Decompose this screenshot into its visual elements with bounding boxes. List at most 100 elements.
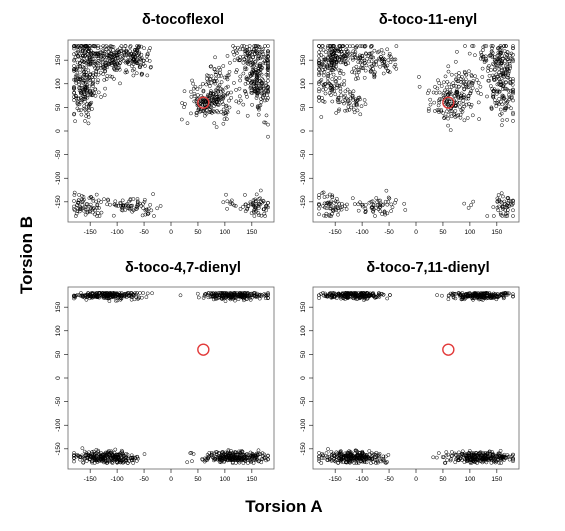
y-tick-label: 0 — [55, 129, 62, 133]
data-point — [72, 87, 76, 91]
data-point — [82, 70, 86, 74]
data-point — [204, 457, 209, 462]
data-point — [266, 291, 270, 295]
data-point — [460, 109, 465, 114]
data-point — [116, 452, 121, 457]
data-point — [457, 450, 461, 455]
data-point — [243, 51, 248, 56]
data-point — [229, 95, 234, 100]
data-point — [88, 55, 92, 60]
data-point — [462, 87, 467, 92]
data-point — [345, 202, 349, 207]
data-point — [261, 86, 266, 91]
data-point — [99, 95, 103, 99]
data-point — [341, 60, 346, 65]
data-point — [125, 461, 130, 465]
data-point — [128, 45, 132, 49]
data-point — [356, 202, 361, 207]
data-point — [489, 68, 493, 72]
data-point — [103, 293, 108, 298]
data-point — [470, 113, 475, 118]
data-point — [325, 458, 330, 462]
data-point — [485, 214, 490, 218]
data-point — [344, 295, 349, 300]
data-point — [90, 460, 94, 465]
data-point — [507, 454, 512, 459]
data-point — [191, 452, 196, 456]
data-point — [134, 459, 139, 463]
data-point — [252, 204, 256, 208]
data-point — [105, 202, 109, 207]
data-point — [334, 85, 339, 90]
data-point — [363, 210, 368, 214]
data-point — [206, 456, 211, 461]
data-point — [207, 110, 212, 114]
data-point — [381, 51, 386, 56]
data-point — [219, 89, 223, 94]
data-point — [334, 458, 338, 462]
data-point — [256, 112, 261, 117]
data-point — [80, 446, 85, 451]
data-point — [256, 74, 261, 78]
data-point — [214, 100, 219, 104]
data-point — [207, 96, 212, 100]
data-point — [492, 55, 497, 59]
data-point — [93, 87, 97, 92]
data-point — [502, 44, 507, 48]
data-point — [228, 297, 233, 302]
data-point — [490, 55, 495, 60]
data-point — [336, 208, 341, 213]
data-point — [85, 210, 90, 215]
x-tick-label: -150 — [329, 476, 342, 483]
data-point — [219, 110, 224, 114]
data-point — [498, 51, 503, 55]
data-point — [223, 450, 228, 455]
reference-point-marker — [197, 96, 210, 109]
data-point — [363, 206, 368, 211]
data-point — [102, 197, 106, 202]
data-point — [238, 78, 242, 83]
data-point — [111, 45, 116, 49]
data-point — [511, 214, 515, 218]
data-point — [482, 44, 487, 48]
data-point — [214, 297, 218, 301]
data-point — [74, 80, 79, 85]
data-point — [224, 112, 228, 117]
data-point — [495, 64, 500, 68]
data-point — [511, 59, 515, 64]
data-point — [453, 103, 458, 108]
data-point — [503, 291, 508, 296]
data-point — [498, 73, 502, 77]
data-point — [114, 203, 118, 208]
data-point — [141, 58, 146, 63]
data-point — [112, 66, 116, 71]
data-point — [260, 77, 264, 81]
data-point — [96, 52, 100, 57]
data-point — [441, 111, 446, 115]
data-point — [494, 59, 498, 64]
data-point — [492, 62, 497, 67]
data-point — [511, 110, 515, 115]
data-point — [431, 455, 436, 460]
data-point — [511, 292, 515, 297]
data-point — [317, 59, 321, 64]
data-point — [131, 52, 136, 57]
data-point — [224, 117, 229, 121]
data-point — [216, 291, 221, 295]
data-point — [359, 104, 364, 109]
data-point — [511, 79, 515, 84]
data-point — [336, 460, 341, 465]
data-point — [360, 53, 365, 58]
data-point — [348, 91, 353, 96]
data-point — [119, 296, 124, 301]
data-point — [489, 44, 494, 48]
data-point — [468, 294, 472, 299]
data-point — [338, 449, 343, 453]
data-point — [321, 293, 326, 298]
data-point — [336, 100, 341, 105]
data-point — [77, 77, 82, 82]
y-tick-label: 150 — [55, 301, 62, 312]
data-point — [444, 453, 449, 458]
data-point — [238, 55, 243, 60]
data-point — [495, 196, 500, 201]
